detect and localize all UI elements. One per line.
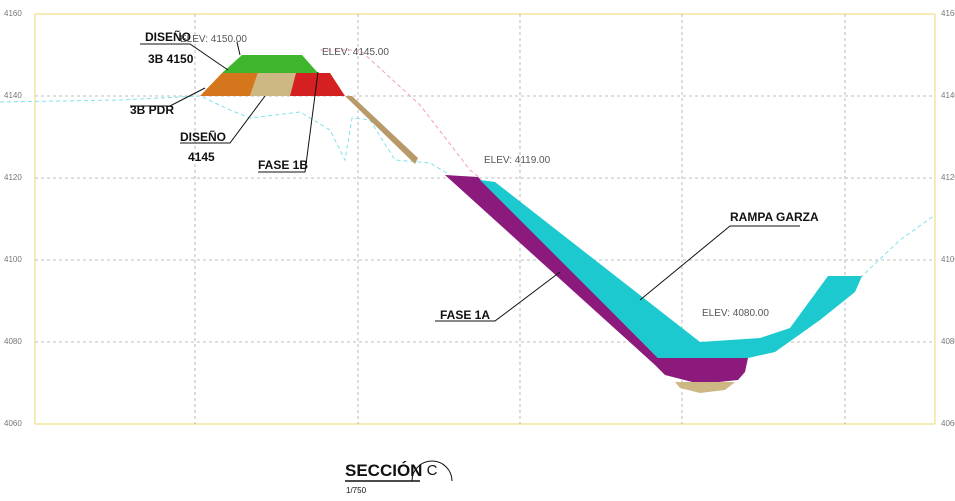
elev-label: 4140 [4, 91, 22, 100]
label: 4145 [188, 150, 215, 164]
leader [435, 271, 561, 322]
fase-1a [445, 175, 748, 384]
section-scale: 1/750 [346, 486, 367, 495]
bottom-tan [675, 382, 735, 393]
section-id: C [427, 462, 438, 479]
axis-labels: 4160 4140 4120 4100 4080 4060 4160 4140 … [4, 9, 955, 428]
elev-label: 4160 [4, 9, 22, 18]
label: DISEÑO [180, 129, 226, 144]
phase-red [290, 73, 345, 96]
phase-tan [250, 73, 296, 96]
elev-label: 4060 [941, 419, 955, 428]
terrain-line [859, 214, 936, 279]
label: 3B PDR [130, 103, 174, 117]
elev-label: 4120 [4, 173, 22, 182]
phase-green [222, 55, 318, 73]
section-title-text: SECCIÓN [345, 461, 422, 480]
elev-mark: ELEV: 4150.00 [180, 34, 247, 45]
leader [236, 41, 241, 56]
pit-shapes [200, 55, 862, 393]
leader [140, 43, 229, 71]
section-circle [411, 460, 453, 482]
phase-orange [200, 73, 258, 96]
leader [130, 87, 206, 107]
elev-mark: ELEV: 4119.00 [484, 155, 551, 166]
terrain [0, 49, 936, 279]
elev-label: 4080 [941, 337, 955, 346]
rampa-garza [480, 180, 862, 358]
section-title: SECCIÓN C 1/750 [345, 460, 453, 495]
elev-mark: ELEV: 4145.00 [322, 47, 389, 58]
elev-label: 4120 [941, 173, 955, 182]
leader [258, 71, 319, 173]
elev-mark: ELEV: 4080.00 [702, 308, 769, 319]
design-line [320, 49, 481, 179]
label: FASE 1B [258, 158, 308, 172]
elev-label: 4080 [4, 337, 22, 346]
label: DISEÑO [145, 29, 191, 44]
elev-label: 4140 [941, 91, 955, 100]
slope [345, 96, 418, 164]
leader [639, 225, 800, 301]
label: FASE 1A [440, 308, 490, 322]
elev-label: 4060 [4, 419, 22, 428]
leaders [130, 41, 800, 322]
label: 3B 4150 [148, 52, 194, 66]
label: RAMPA GARZA [730, 210, 819, 224]
elev-label: 4100 [4, 255, 22, 264]
elev-label: 4100 [941, 255, 955, 264]
leader [180, 95, 266, 144]
elev-label: 4160 [941, 9, 955, 18]
